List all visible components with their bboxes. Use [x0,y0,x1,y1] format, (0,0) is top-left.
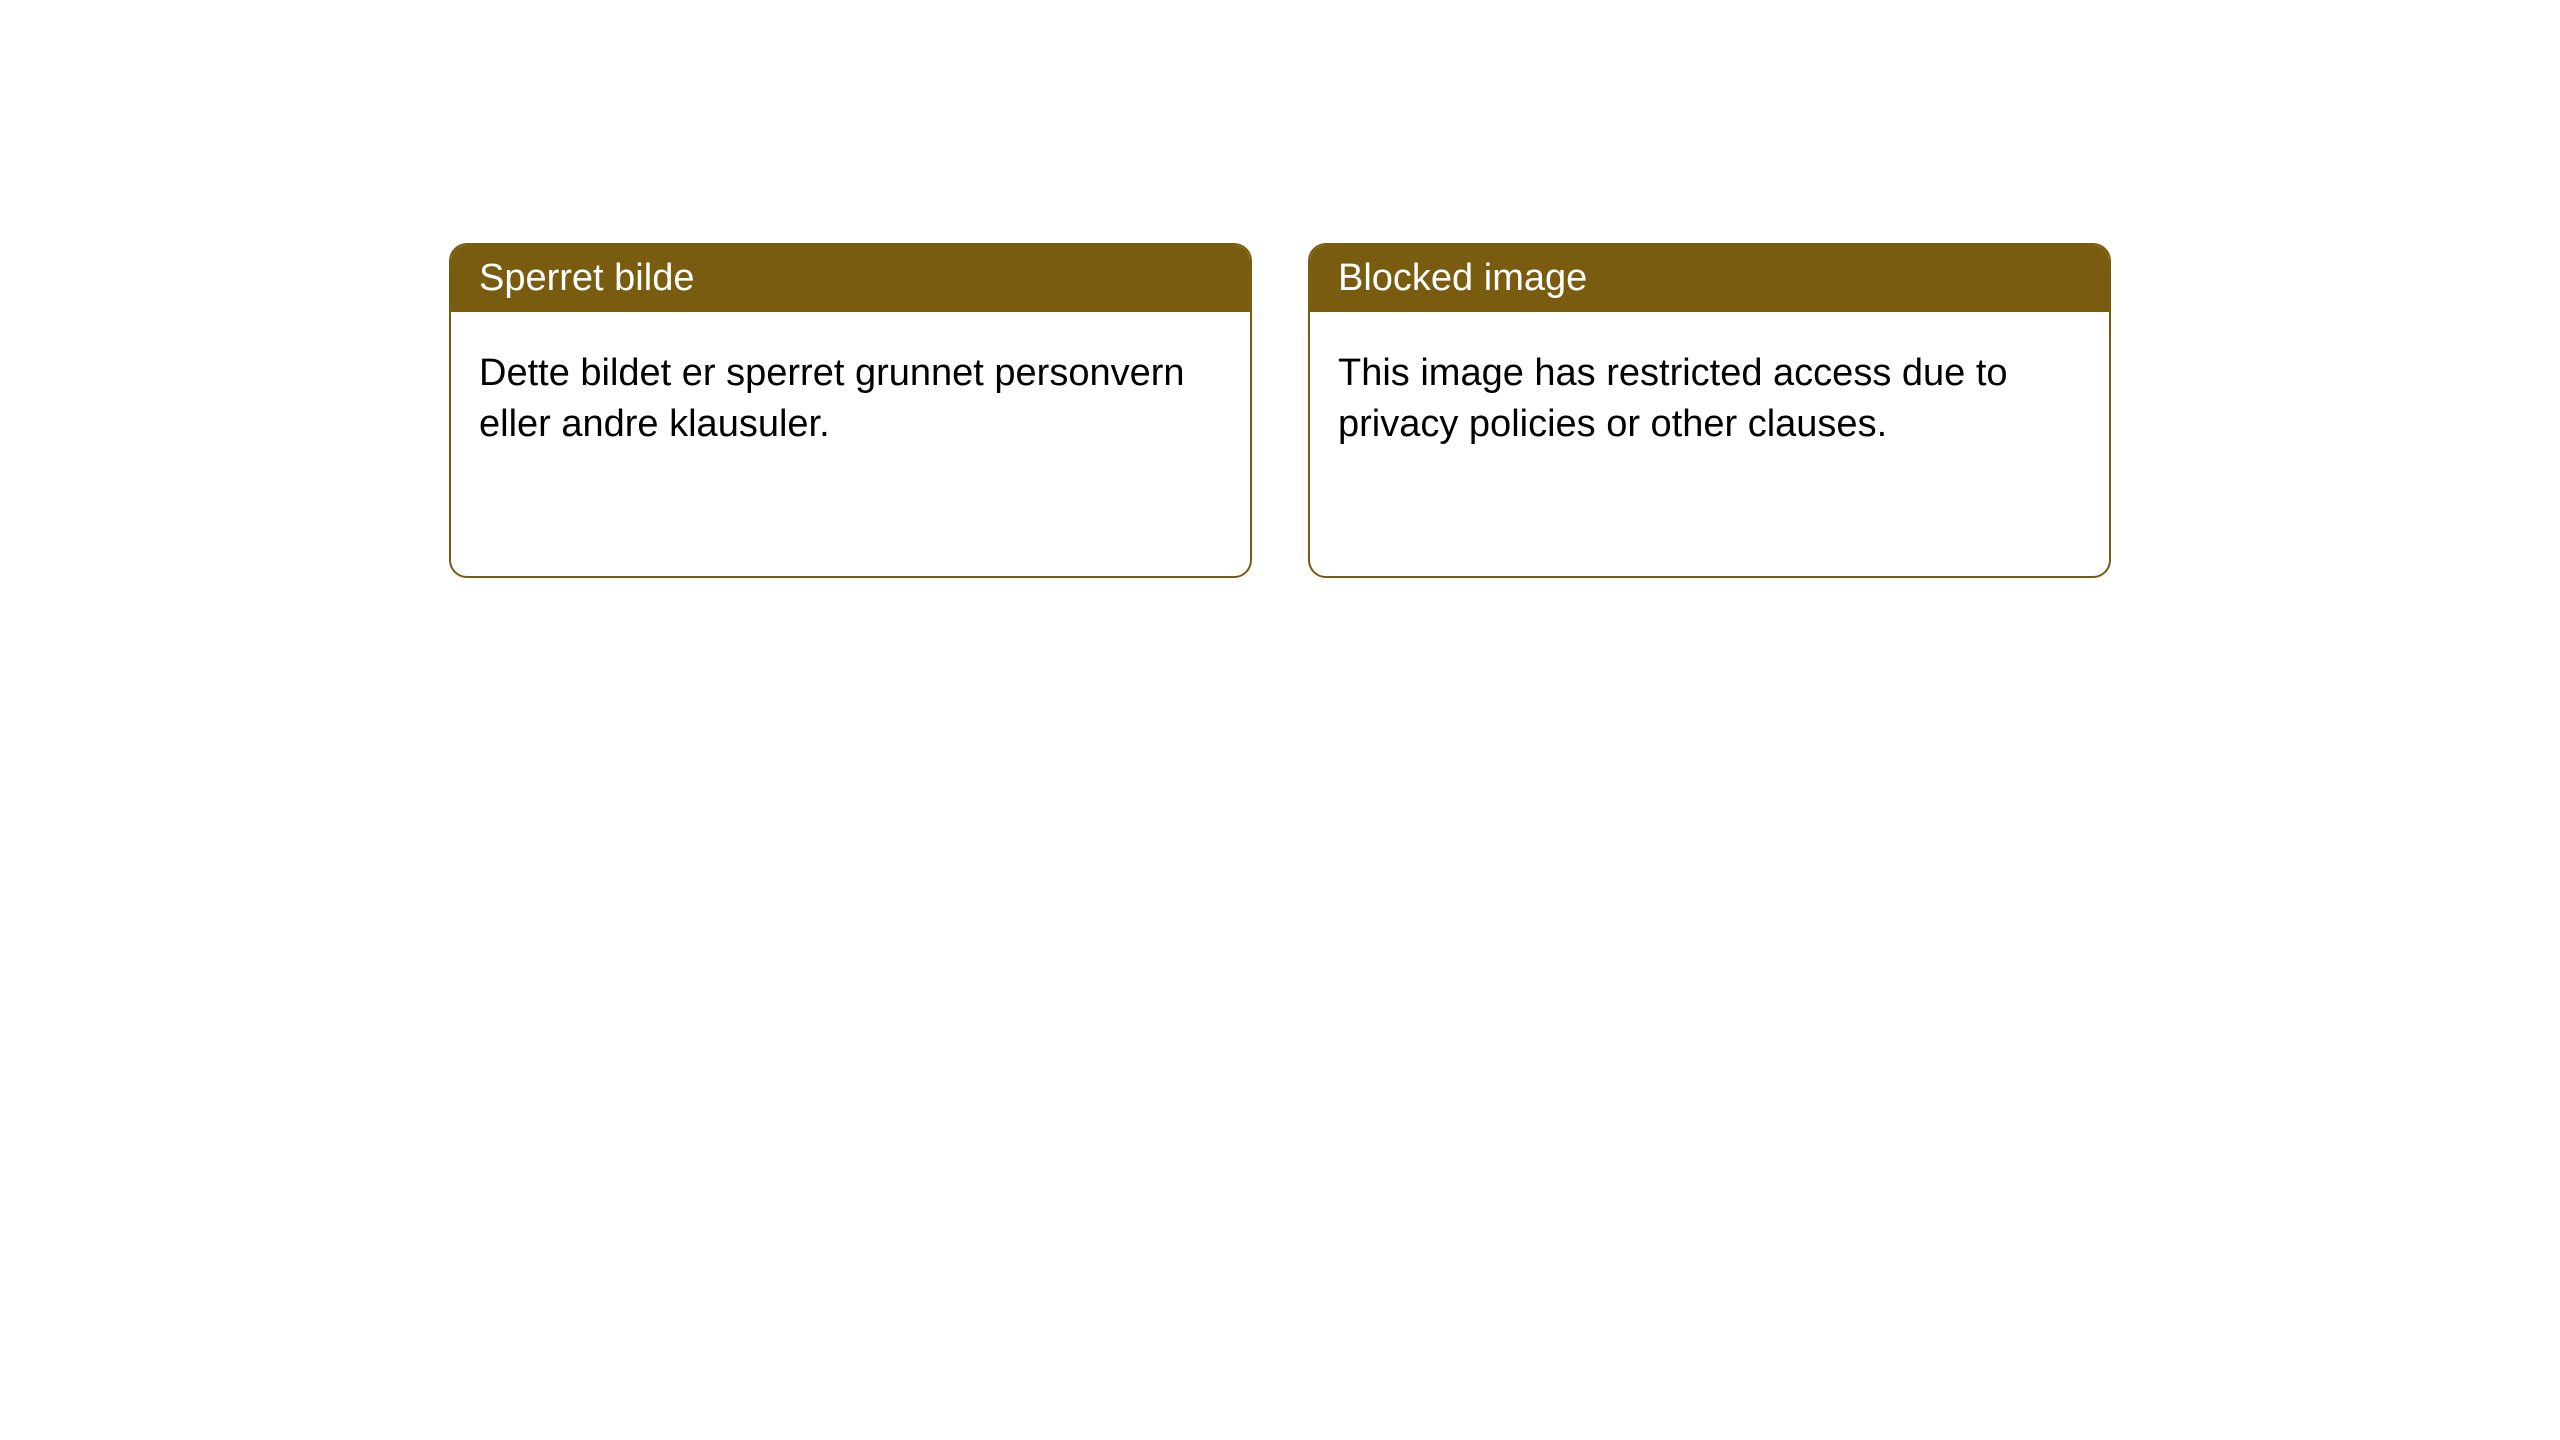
notice-card-english: Blocked image This image has restricted … [1308,243,2111,578]
notice-card-norwegian: Sperret bilde Dette bildet er sperret gr… [449,243,1252,578]
card-header: Blocked image [1310,245,2109,312]
card-header-text: Sperret bilde [479,257,694,299]
card-body-text: This image has restricted access due to … [1338,352,2008,445]
card-body: This image has restricted access due to … [1310,312,2109,487]
card-body-text: Dette bildet er sperret grunnet personve… [479,352,1185,445]
card-header: Sperret bilde [451,245,1250,312]
card-body: Dette bildet er sperret grunnet personve… [451,312,1250,487]
card-header-text: Blocked image [1338,257,1587,299]
notice-container: Sperret bilde Dette bildet er sperret gr… [449,243,2111,578]
